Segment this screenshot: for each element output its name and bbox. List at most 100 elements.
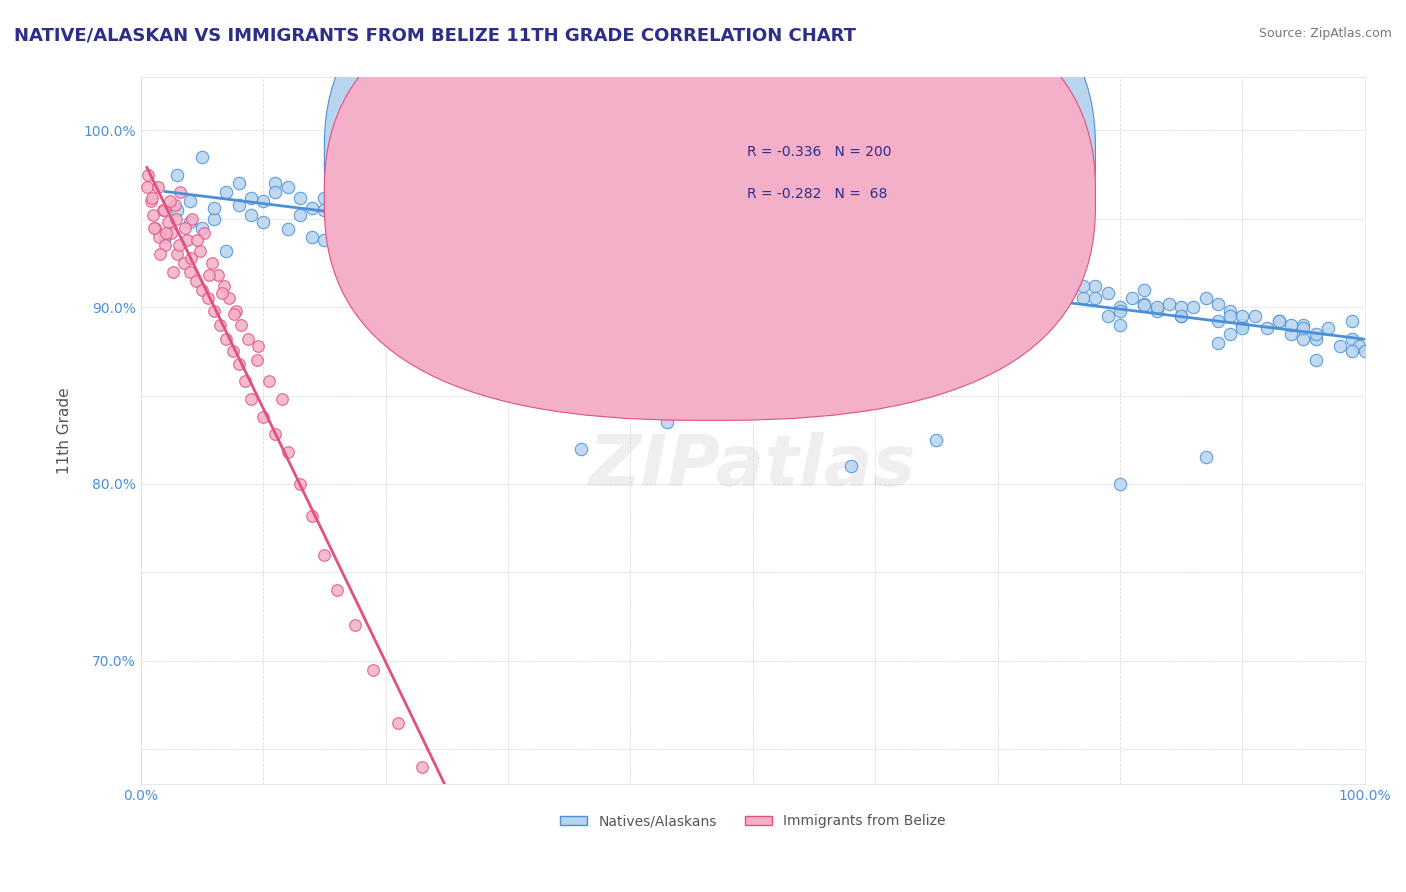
Point [533, 215, 555, 229]
Point [325, 238, 347, 252]
Point [143, 220, 166, 235]
Point [863, 251, 886, 265]
Point [1268, 314, 1291, 328]
Point [595, 236, 617, 251]
Legend: Natives/Alaskans, Immigrants from Belize: Natives/Alaskans, Immigrants from Belize [554, 809, 952, 834]
Point [264, 177, 287, 191]
Point [193, 226, 215, 240]
Point [252, 409, 274, 424]
Point [655, 415, 678, 429]
Point [350, 162, 373, 177]
Text: R = -0.336   N = 200: R = -0.336 N = 200 [747, 145, 891, 159]
Point [1256, 321, 1278, 335]
Point [246, 353, 269, 368]
Point [730, 251, 752, 265]
Point [778, 261, 800, 276]
Point [447, 202, 470, 217]
Point [925, 433, 948, 447]
Point [264, 427, 287, 442]
Point [571, 229, 593, 244]
Point [1243, 309, 1265, 323]
Point [558, 211, 581, 226]
Y-axis label: 11th Grade: 11th Grade [58, 388, 72, 475]
Point [277, 180, 299, 194]
Point [162, 265, 184, 279]
Point [1121, 291, 1143, 305]
Point [155, 238, 177, 252]
Point [778, 256, 800, 270]
Point [1097, 309, 1119, 323]
Point [889, 261, 911, 276]
Point [179, 265, 201, 279]
Point [986, 274, 1008, 288]
Point [1279, 326, 1302, 341]
Point [1157, 296, 1180, 310]
Point [1060, 283, 1083, 297]
Point [188, 244, 211, 258]
Point [901, 279, 924, 293]
Point [1194, 450, 1216, 465]
Text: R = -0.282   N =  68: R = -0.282 N = 68 [747, 187, 887, 201]
Point [215, 186, 238, 200]
Point [1305, 326, 1327, 341]
Point [423, 220, 446, 235]
Point [1170, 309, 1192, 323]
Point [166, 168, 188, 182]
Point [314, 548, 336, 562]
Point [363, 211, 385, 226]
Point [191, 283, 214, 297]
Point [582, 247, 605, 261]
Point [142, 208, 165, 222]
Point [1341, 344, 1364, 359]
Point [288, 208, 311, 222]
Point [314, 191, 336, 205]
Point [901, 251, 924, 265]
Point [363, 168, 385, 182]
Point [863, 256, 886, 270]
Point [221, 344, 243, 359]
Point [1354, 344, 1376, 359]
Point [1182, 300, 1205, 314]
Point [1109, 477, 1132, 491]
Point [191, 150, 214, 164]
Point [681, 256, 703, 270]
Point [337, 215, 360, 229]
Point [485, 233, 508, 247]
Point [595, 202, 617, 217]
Point [1011, 300, 1033, 314]
Point [730, 251, 752, 265]
Point [876, 268, 898, 283]
Point [153, 202, 176, 217]
Point [277, 445, 299, 459]
Point [239, 392, 262, 406]
Point [411, 760, 433, 774]
Point [180, 251, 202, 265]
Point [1206, 314, 1229, 328]
Point [998, 283, 1021, 297]
Point [1219, 326, 1241, 341]
Point [139, 194, 162, 209]
Point [301, 229, 323, 244]
Text: NATIVE/ALASKAN VS IMMIGRANTS FROM BELIZE 11TH GRADE CORRELATION CHART: NATIVE/ALASKAN VS IMMIGRANTS FROM BELIZE… [14, 27, 856, 45]
Point [460, 220, 482, 235]
Point [314, 202, 336, 217]
Point [803, 247, 825, 261]
Point [1317, 321, 1340, 335]
Point [1305, 353, 1327, 368]
Point [167, 238, 190, 252]
Point [176, 233, 198, 247]
Point [288, 191, 311, 205]
Point [173, 220, 195, 235]
Point [399, 197, 422, 211]
Point [631, 244, 654, 258]
Point [343, 618, 366, 632]
Point [472, 226, 495, 240]
Point [165, 211, 187, 226]
Point [215, 244, 238, 258]
Point [1011, 283, 1033, 297]
Point [201, 256, 224, 270]
Point [925, 261, 948, 276]
Point [607, 220, 630, 235]
Point [704, 229, 727, 244]
Point [938, 265, 960, 279]
